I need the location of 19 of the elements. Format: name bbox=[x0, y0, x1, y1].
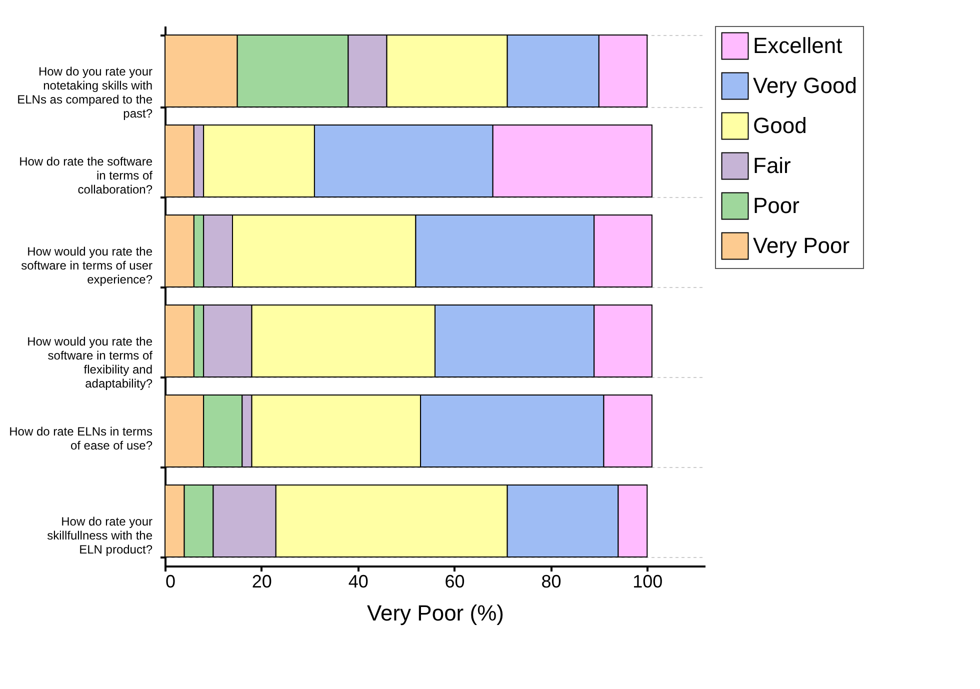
y-tick-label: How would you rate the software in terms of flexibility and adaptability? bbox=[27, 334, 154, 390]
x-tick-label: 20 bbox=[252, 572, 272, 592]
legend-label: Very Good bbox=[753, 73, 857, 98]
y-tick-label: How do rate ELNs in terms of ease of use? bbox=[9, 424, 153, 452]
y-tick-label: How do you rate your notetaking skills with ELNs as compared to the past? bbox=[17, 64, 153, 120]
x-tick-label: 40 bbox=[348, 572, 368, 592]
x-tick-label: 60 bbox=[444, 572, 465, 592]
x-axis-title: Very Poor (%) bbox=[367, 600, 504, 626]
legend-label: Poor bbox=[753, 193, 800, 218]
legend-label: Good bbox=[753, 113, 807, 138]
y-tick-label: How would you rate the software in terms of user experience? bbox=[21, 244, 153, 286]
legend-label: Excellent bbox=[753, 33, 842, 58]
x-tick-label: 0 bbox=[166, 572, 176, 592]
y-tick-label: How do rate the software in terms of collaboration? bbox=[19, 154, 154, 196]
y-tick-label: How do rate your skillfullness with the ELN product? bbox=[47, 514, 153, 556]
legend-label: Very Poor bbox=[753, 233, 850, 258]
legend-label: Fair bbox=[753, 153, 791, 178]
x-tick-label: 80 bbox=[541, 572, 562, 592]
x-tick-label: 100 bbox=[632, 572, 663, 592]
